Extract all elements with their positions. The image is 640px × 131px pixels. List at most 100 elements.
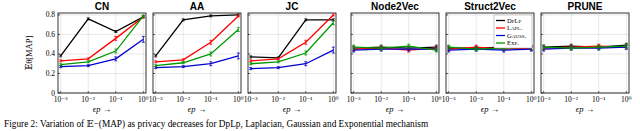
error-bar — [182, 66, 185, 68]
legend-box — [494, 15, 532, 48]
frame — [248, 13, 336, 93]
error-bar-cap — [352, 49, 355, 50]
error-bar — [154, 61, 157, 63]
error-bar-stem — [353, 45, 354, 49]
frame — [446, 13, 534, 93]
grid-line — [58, 53, 146, 54]
error-bar-stem — [278, 67, 279, 69]
error-bar — [407, 47, 410, 51]
error-bar-cap — [530, 51, 533, 52]
grid-line — [353, 13, 354, 93]
error-bar-cap — [237, 13, 240, 14]
frame — [541, 13, 629, 93]
error-bar-cap — [570, 46, 573, 47]
error-bar-cap — [277, 57, 280, 58]
error-bar-stem — [448, 48, 449, 52]
error-bar-cap — [597, 45, 600, 46]
tick-label: 10⁻² — [564, 95, 578, 104]
tick-label: 10⁻¹ — [204, 95, 218, 104]
legend-label: DpLp — [507, 17, 521, 24]
error-bar-cap — [380, 51, 383, 52]
error-bar-stem — [250, 63, 251, 65]
error-bar-cap — [597, 44, 600, 45]
error-bar-cap — [542, 51, 545, 52]
error-bar-cap — [435, 48, 438, 49]
error-bar — [87, 58, 90, 60]
grid-line — [278, 13, 279, 93]
grid-line — [250, 13, 251, 93]
error-bar-stem — [353, 48, 354, 52]
tick-label: 10⁻² — [469, 95, 483, 104]
error-bar — [182, 62, 185, 64]
tick-label: 10⁻³ — [442, 95, 456, 104]
panel: AA10⁻³10⁻²10⁻¹10⁰ϵp → — [149, 1, 244, 114]
tick-label: 10⁻³ — [537, 95, 551, 104]
frame — [58, 13, 146, 93]
error-bar-stem — [543, 45, 544, 49]
error-bar-cap — [249, 55, 252, 56]
caption: Figure 2: Variation of 𝔼−(MAP) as privac… — [4, 119, 429, 130]
error-bar-cap — [277, 66, 280, 67]
tick-label: 10⁻² — [374, 95, 388, 104]
error-bar — [570, 46, 573, 50]
error-bar-cap — [304, 51, 307, 52]
error-bar-stem — [278, 57, 279, 59]
frame — [153, 13, 241, 93]
error-bar-cap — [59, 65, 62, 66]
grid-line — [210, 13, 211, 93]
error-bar-cap — [154, 64, 157, 65]
x-axis-label: ϵp → — [283, 104, 301, 114]
error-bar-cap — [475, 47, 478, 48]
error-bar — [237, 14, 240, 16]
error-bar — [332, 21, 335, 25]
error-bar-cap — [625, 44, 628, 45]
error-bar-cap — [154, 60, 157, 61]
error-bar — [237, 28, 240, 32]
error-bar-stem — [571, 46, 572, 50]
error-bar-stem — [333, 14, 334, 16]
error-bar-cap — [182, 60, 185, 61]
grid-line — [541, 53, 629, 54]
series-line — [354, 46, 437, 50]
error-bar-cap — [542, 45, 545, 46]
grid-line — [436, 13, 437, 93]
error-bar-stem — [115, 49, 116, 53]
legend-label: Gauss. — [507, 32, 526, 39]
grid-line — [351, 73, 439, 74]
error-bar-stem — [250, 56, 251, 58]
tick-label: 0.8 — [46, 10, 56, 19]
error-bar-cap — [277, 62, 280, 63]
error-bar — [304, 40, 307, 44]
error-bar-stem — [408, 48, 409, 52]
x-axis-label: ϵp → — [188, 104, 206, 114]
error-bar-cap — [114, 32, 117, 33]
y-axis-label: 𝔼θ[MAP] — [24, 36, 34, 71]
error-bar — [209, 52, 212, 56]
error-bar-cap — [209, 61, 212, 62]
error-bar-cap — [209, 65, 212, 66]
tick-label: 0 — [51, 89, 55, 98]
error-bar — [447, 48, 450, 52]
error-bar-cap — [114, 36, 117, 37]
tick-label: 10⁻³ — [54, 95, 68, 104]
error-bar-cap — [182, 20, 185, 21]
grid-line — [143, 13, 144, 93]
error-bar — [154, 65, 157, 67]
tick-label: 10⁰ — [138, 95, 149, 104]
data-area — [542, 43, 628, 51]
error-bar-cap — [380, 45, 383, 46]
x-axis-label: ϵp → — [93, 104, 111, 114]
error-bar-stem — [155, 67, 156, 69]
error-bar-cap — [142, 36, 145, 37]
error-bar — [237, 53, 240, 59]
error-bar-cap — [407, 48, 410, 49]
grid-line — [183, 13, 184, 93]
error-bar — [249, 68, 252, 70]
error-bar-cap — [570, 44, 573, 45]
error-bar-stem — [143, 16, 144, 18]
error-bar-cap — [502, 52, 505, 53]
error-bar-stem — [305, 51, 306, 55]
error-bar-cap — [59, 67, 62, 68]
error-bar-stem — [598, 45, 599, 49]
series-line — [61, 17, 144, 56]
